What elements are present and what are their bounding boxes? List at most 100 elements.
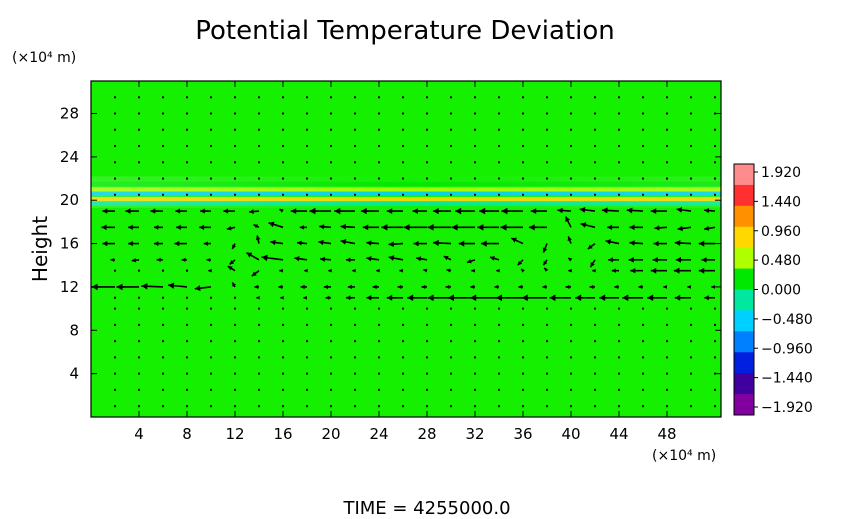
- calm-vector-23.5-9: [330, 161, 332, 164]
- y-tick-label-3: 16: [60, 235, 79, 253]
- wind-vector-r6-c0: [114, 296, 116, 299]
- colorbar-label-1: 1.440: [761, 194, 801, 210]
- calm-vector-26.5-7: [282, 128, 284, 131]
- wind-vector-r1-c25: [704, 225, 716, 231]
- calm-vector-29.5-12: [402, 96, 404, 99]
- wind-vector-r5-c19: [565, 284, 571, 290]
- calm-vector-29.5-4: [210, 96, 212, 99]
- calm-vector-8.5-23: [666, 323, 668, 326]
- calm-vector-7-12: [402, 340, 404, 343]
- calm-vector-7-20: [594, 340, 596, 343]
- calm-vector-23.5-23: [666, 161, 668, 164]
- colorbar-swatch-10: [734, 373, 754, 395]
- calm-vector-23.5-19: [570, 161, 572, 164]
- wind-vector-r6-c12: [386, 294, 403, 301]
- x-unit-label: (×10⁴ m): [652, 448, 716, 464]
- wind-vector-r4-c13: [423, 268, 428, 273]
- calm-vector-7-10: [354, 340, 356, 343]
- calm-vector-25-15: [474, 145, 476, 148]
- wind-vector-r2-c25: [698, 240, 715, 247]
- calm-vector-8.5-14: [450, 323, 452, 326]
- calm-vector-5.5-7: [282, 356, 284, 359]
- wind-vector-r3-c9: [320, 256, 332, 262]
- calm-vector-25-6: [258, 145, 260, 148]
- wind-vector-r2-c7: [270, 239, 284, 246]
- calm-vector-1-25: [714, 405, 716, 408]
- wind-vector-r5-c2: [141, 282, 164, 290]
- calm-vector-10-19: [570, 307, 572, 310]
- wind-vector-r4-c23: [650, 267, 667, 274]
- wind-vector-r3-c13: [416, 256, 428, 262]
- plot-frame: [90, 80, 722, 418]
- wind-vector-r3-c17: [517, 259, 524, 266]
- wind-vector-r1-c23: [654, 225, 668, 231]
- calm-vector-25-19: [570, 145, 572, 148]
- calm-vector-10-3: [186, 307, 188, 310]
- wind-vector-r3-c8: [294, 256, 308, 262]
- calm-vector-29.5-6: [258, 96, 260, 99]
- calm-vector-8.5-2: [162, 323, 164, 326]
- calm-vector-26.5-0: [114, 128, 116, 131]
- calm-vector-2.5-19: [570, 388, 572, 391]
- wind-vector-r5-c21: [614, 284, 619, 289]
- wind-vector-r2-c19: [567, 236, 572, 244]
- calm-vector-25-13: [426, 145, 428, 148]
- calm-vector-20.5-20: [594, 193, 596, 196]
- calm-vector-20.5-5: [234, 193, 236, 196]
- calm-vector-22-14: [450, 177, 452, 180]
- calm-vector-20.5-9: [330, 193, 332, 196]
- calm-vector-4-15: [474, 372, 476, 375]
- calm-vector-28-14: [450, 112, 452, 115]
- calm-vector-25-12: [402, 145, 404, 148]
- calm-vector-25-2: [162, 145, 164, 148]
- calm-vector-22-4: [210, 177, 212, 180]
- calm-vector-29.5-14: [450, 96, 452, 99]
- wind-vector-r5-c20: [589, 284, 595, 290]
- wind-vectors: [91, 96, 716, 408]
- calm-vector-1-13: [426, 405, 428, 408]
- wind-vector-r2-c6: [255, 235, 261, 244]
- calm-vector-26.5-20: [594, 128, 596, 131]
- wind-vector-r3-c18: [542, 259, 548, 266]
- wind-vector-r3-c11: [366, 256, 380, 262]
- calm-vector-20.5-11: [378, 193, 380, 196]
- wind-vector-r2-c9: [318, 239, 332, 246]
- calm-vector-28-18: [546, 112, 548, 115]
- calm-vector-7-11: [378, 340, 380, 343]
- calm-vector-2.5-4: [210, 388, 212, 391]
- calm-vector-4-2: [162, 372, 164, 375]
- calm-vector-20.5-14: [450, 193, 452, 196]
- y-axis: 4 8 12 16 20 24 28: [60, 105, 721, 383]
- wind-vector-r5-c9: [323, 284, 331, 290]
- calm-vector-2.5-15: [474, 388, 476, 391]
- calm-vector-5.5-5: [234, 356, 236, 359]
- calm-vector-29.5-0: [114, 96, 116, 99]
- calm-vector-10-0: [114, 307, 116, 310]
- calm-vector-5.5-6: [258, 356, 260, 359]
- calm-vector-26.5-18: [546, 128, 548, 131]
- calm-vector-28-15: [474, 112, 476, 115]
- wind-vector-r3-c6: [246, 251, 260, 261]
- wind-vector-r5-c1: [116, 283, 139, 291]
- calm-vector-5.5-16: [498, 356, 500, 359]
- wind-vector-r4-c10: [352, 268, 356, 273]
- calm-vector-4-7: [282, 372, 284, 375]
- wind-vector-r1-c5: [226, 225, 236, 231]
- calm-vector-25-17: [522, 145, 524, 148]
- calm-vector-1-8: [306, 405, 308, 408]
- calm-vector-8.5-12: [402, 323, 404, 326]
- calm-vector-1-4: [210, 405, 212, 408]
- wind-vector-r2-c13: [413, 240, 427, 247]
- calm-vector-26.5-5: [234, 128, 236, 131]
- wind-vector-r4-c1: [138, 269, 140, 272]
- calm-vector-26.5-12: [402, 128, 404, 131]
- calm-vector-22-25: [714, 177, 716, 180]
- calm-vector-26.5-16: [498, 128, 500, 131]
- calm-vector-4-1: [138, 372, 140, 375]
- wind-vector-r1-c14: [427, 224, 451, 231]
- calm-vector-8.5-10: [354, 323, 356, 326]
- calm-vector-5.5-23: [666, 356, 668, 359]
- wind-vector-r4-c3: [186, 269, 188, 272]
- wind-vector-r4-c18: [543, 267, 549, 272]
- wind-vector-r5-c15: [470, 284, 475, 289]
